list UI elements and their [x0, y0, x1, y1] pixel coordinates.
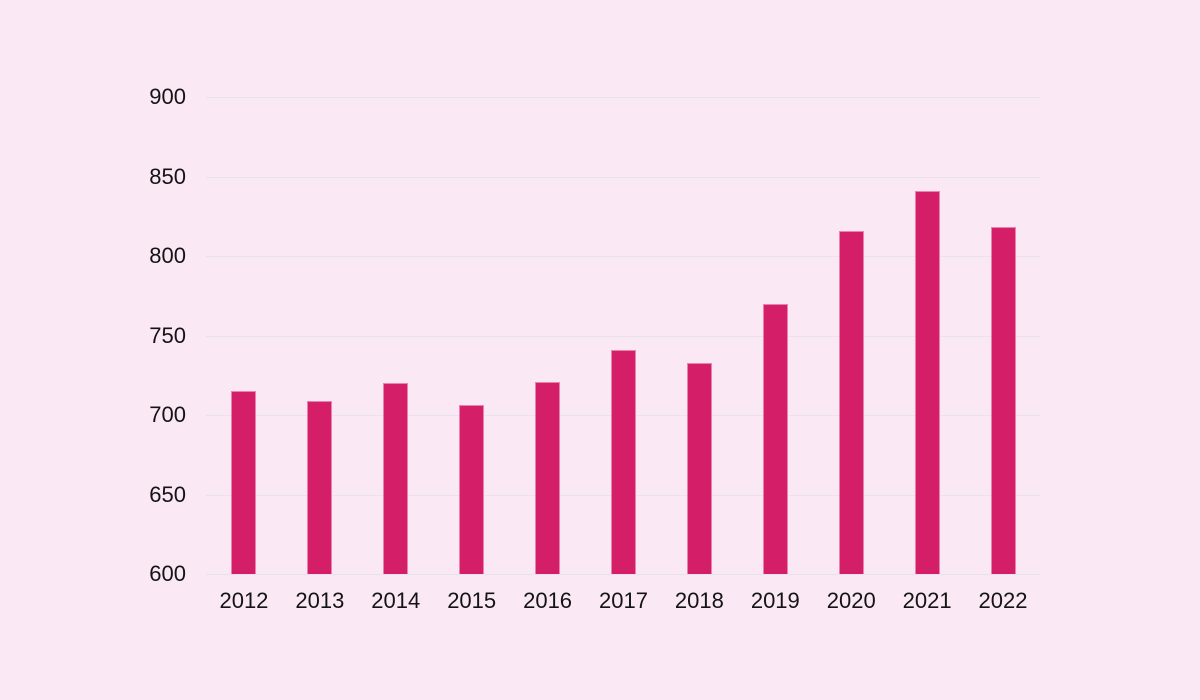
x-tick-label-2015: 2015 — [447, 588, 497, 613]
y-tick-label-850: 850 — [149, 163, 186, 189]
bar-2012 — [231, 391, 257, 574]
x-tick-label-2022: 2022 — [978, 588, 1028, 613]
gridline-850 — [206, 176, 1041, 178]
bar-2022 — [990, 227, 1016, 574]
gridline-750 — [206, 335, 1041, 337]
bar-2015 — [459, 405, 485, 574]
y-tick-label-600: 600 — [149, 561, 186, 586]
x-tick-label-2021: 2021 — [902, 588, 952, 613]
bar-2014 — [383, 383, 409, 574]
x-tick-label-2016: 2016 — [523, 588, 573, 613]
bar-2020 — [838, 230, 864, 574]
gridline-800 — [206, 256, 1041, 257]
x-tick-label-2013: 2013 — [295, 588, 345, 613]
y-tick-label-900: 900 — [149, 84, 186, 109]
gridline-600 — [206, 574, 1041, 575]
y-tick-label-750: 750 — [149, 322, 186, 348]
plot-area — [206, 97, 1041, 575]
x-tick-label-2019: 2019 — [750, 588, 800, 613]
y-tick-label-650: 650 — [149, 481, 186, 507]
x-tick-label-2017: 2017 — [599, 588, 648, 613]
x-tick-label-2018: 2018 — [674, 588, 724, 613]
bar-2013 — [307, 400, 333, 574]
bar-2021 — [914, 190, 940, 574]
gridline-900 — [206, 97, 1041, 98]
y-tick-label-700: 700 — [149, 402, 186, 427]
x-tick-label-2012: 2012 — [219, 588, 269, 613]
x-tick-label-2020: 2020 — [826, 588, 876, 613]
bar-2017 — [611, 349, 636, 574]
y-tick-label-800: 800 — [149, 243, 186, 268]
x-tick-label-2014: 2014 — [371, 588, 421, 613]
bar-2016 — [535, 381, 561, 574]
bar-2018 — [686, 362, 712, 574]
bar-2019 — [762, 303, 788, 574]
